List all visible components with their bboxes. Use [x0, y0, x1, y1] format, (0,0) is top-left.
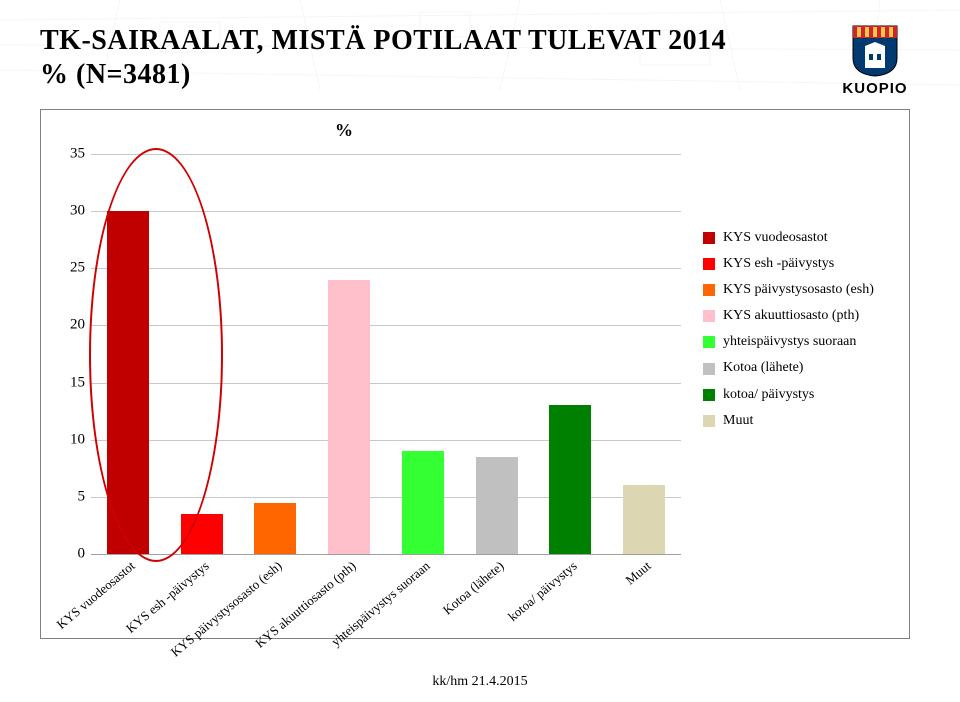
- legend-swatch-icon: [703, 336, 715, 348]
- bar-slot: [239, 154, 313, 554]
- kuopio-shield-icon: [851, 24, 899, 78]
- bar-slot: [534, 154, 608, 554]
- legend-item: KYS akuuttiosasto (pth): [703, 308, 893, 324]
- legend-swatch-icon: [703, 258, 715, 270]
- y-tick-label: 5: [61, 488, 85, 505]
- header: TK-SAIRAALAT, MISTÄ POTILAAT TULEVAT 201…: [40, 24, 920, 97]
- legend-item: Muut: [703, 413, 893, 429]
- legend-item: KYS vuodeosastot: [703, 230, 893, 246]
- legend-label: KYS esh -päivystys: [723, 256, 834, 272]
- legend-item: Kotoa (lähete): [703, 360, 893, 376]
- logo: KUOPIO: [830, 24, 920, 97]
- legend-item: yhteispäivystys suoraan: [703, 334, 893, 350]
- page-title-line1: TK-SAIRAALAT, MISTÄ POTILAAT TULEVAT 201…: [40, 24, 830, 58]
- legend-swatch-icon: [703, 363, 715, 375]
- chart-bar: [623, 485, 665, 554]
- x-tick-label: Muut: [623, 558, 655, 588]
- y-tick-label: 35: [61, 146, 85, 163]
- chart-frame: % KYS vuodeosastot KYS esh -päivystys KYS …: [40, 109, 910, 639]
- bar-slot: [607, 154, 681, 554]
- y-tick-label: 0: [61, 546, 85, 563]
- legend-label: Muut: [723, 413, 753, 429]
- chart-bar: [254, 503, 296, 554]
- x-label-slot: Muut: [607, 558, 681, 628]
- legend-label: yhteispäivystys suoraan: [723, 334, 856, 350]
- chart-bar: [181, 514, 223, 554]
- legend-label: kotoa/ päivystys: [723, 387, 814, 403]
- y-tick-label: 10: [61, 431, 85, 448]
- legend-swatch-icon: [703, 389, 715, 401]
- legend-label: KYS vuodeosastot: [723, 230, 828, 246]
- bar-slot: [312, 154, 386, 554]
- bars-group: [91, 154, 681, 554]
- chart-bar: [328, 280, 370, 554]
- chart-bar: [107, 211, 149, 554]
- legend-item: KYS esh -päivystys: [703, 256, 893, 272]
- legend-swatch-icon: [703, 284, 715, 296]
- legend-label: KYS päivystysosasto (esh): [723, 282, 874, 298]
- page-title-line2: % (N=3481): [40, 58, 830, 92]
- legend-label: Kotoa (lähete): [723, 360, 803, 376]
- y-tick-label: 30: [61, 203, 85, 220]
- x-axis-labels: KYS vuodeosastotKYS esh -päivystysKYS pä…: [91, 558, 681, 628]
- plot-area: [91, 154, 681, 555]
- legend-swatch-icon: [703, 415, 715, 427]
- legend-item: KYS päivystysosasto (esh): [703, 282, 893, 298]
- legend-swatch-icon: [703, 310, 715, 322]
- chart-legend: KYS vuodeosastot KYS esh -päivystys KYS pä…: [703, 230, 893, 439]
- y-tick-label: 15: [61, 374, 85, 391]
- logo-text: KUOPIO: [842, 80, 907, 97]
- chart-bar: [402, 451, 444, 554]
- title-block: TK-SAIRAALAT, MISTÄ POTILAAT TULEVAT 201…: [40, 24, 830, 91]
- legend-swatch-icon: [703, 232, 715, 244]
- chart-bar: [549, 405, 591, 554]
- bar-slot: [460, 154, 534, 554]
- bar-slot: [165, 154, 239, 554]
- y-tick-label: 25: [61, 260, 85, 277]
- footer-credit: kk/hm 21.4.2015: [0, 674, 960, 690]
- bar-slot: [386, 154, 460, 554]
- chart-bar: [476, 457, 518, 554]
- legend-label: KYS akuuttiosasto (pth): [723, 308, 859, 324]
- bar-slot: [91, 154, 165, 554]
- chart-title: %: [335, 120, 353, 141]
- x-label-slot: kotoa/ päivystys: [534, 558, 608, 628]
- legend-item: kotoa/ päivystys: [703, 387, 893, 403]
- y-tick-label: 20: [61, 317, 85, 334]
